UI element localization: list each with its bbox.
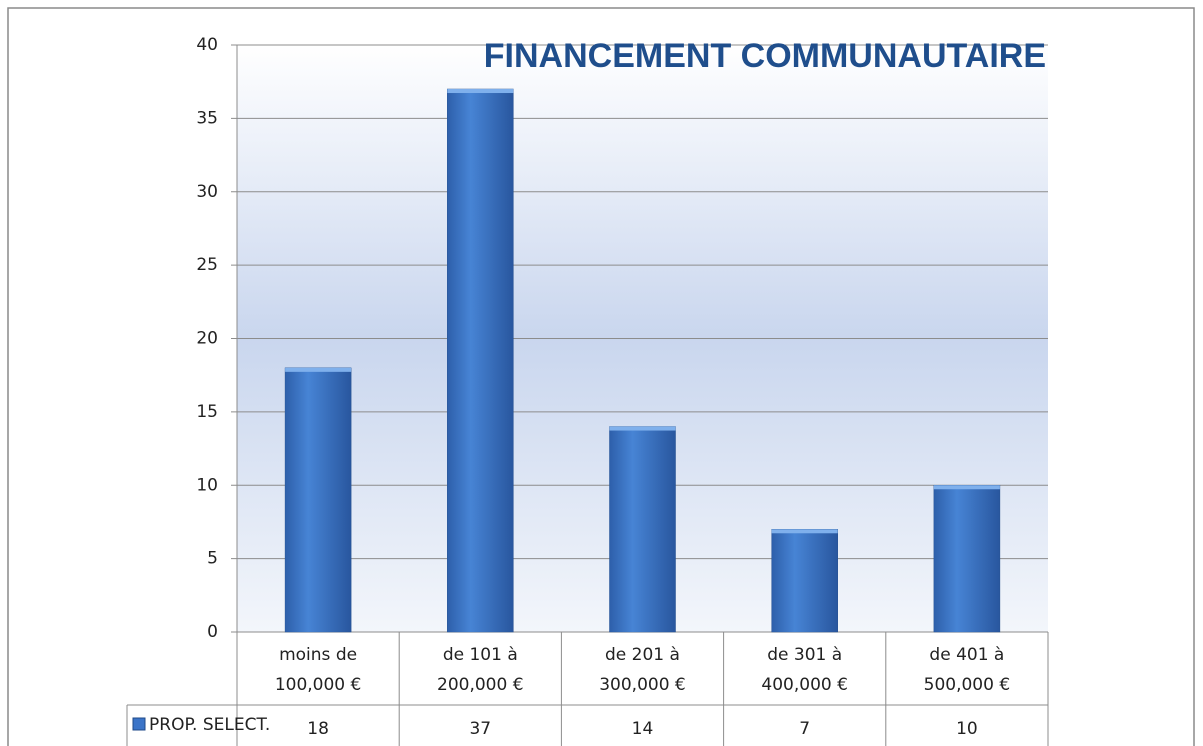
chart-title: FINANCEMENT COMMUNAUTAIRE [484, 37, 1046, 75]
table-value: 10 [956, 719, 978, 739]
bar-group [609, 426, 676, 633]
x-label-box: de 101 à 200,000 € [437, 645, 524, 695]
y-tick-label: 25 [196, 255, 218, 275]
y-tick-label: 30 [196, 182, 218, 202]
y-tick-label: 10 [196, 475, 218, 495]
bar-shade [285, 367, 352, 632]
y-tick-label: 20 [196, 329, 218, 349]
x-tick-label: moins de 100,000 € [274, 645, 362, 695]
bar-group [771, 529, 838, 633]
y-tick-label: 0 [207, 622, 218, 642]
table-value: 14 [632, 719, 654, 739]
bar-cap [609, 426, 676, 431]
bar-group [447, 88, 514, 633]
x-label-box: de 201 à 300,000 € [599, 645, 686, 695]
legend-label: PROP. SELECT. [149, 715, 270, 735]
x-label-box: moins de 100,000 € [274, 645, 362, 695]
x-tick-label: de 101 à 200,000 € [437, 645, 524, 695]
bar-shade [609, 426, 676, 632]
bar-shade [447, 89, 514, 632]
bar-cap [771, 529, 838, 534]
bar-group [933, 485, 1001, 633]
table-value: 7 [799, 719, 810, 739]
legend-swatch [132, 717, 146, 731]
x-tick-label: de 401 à 500,000 € [923, 645, 1011, 695]
x-label-box: de 301 à 400,000 € [761, 645, 848, 695]
bar-shade [771, 529, 838, 632]
y-tick-label: 5 [207, 549, 218, 569]
x-label-box: de 401 à 500,000 € [923, 645, 1011, 695]
y-tick-label: 35 [196, 108, 218, 128]
y-tick-label: 40 [196, 35, 218, 55]
bar-cap [285, 367, 352, 372]
y-tick-label: 15 [196, 402, 218, 422]
x-tick-label: de 301 à 400,000 € [761, 645, 848, 695]
bar-group [284, 367, 352, 633]
bar-cap [933, 485, 1000, 490]
x-tick-label: de 201 à 300,000 € [599, 645, 686, 695]
table-value: 18 [307, 719, 329, 739]
bar-cap [447, 89, 514, 94]
table-value: 37 [469, 719, 491, 739]
bar-shade [933, 485, 1000, 632]
